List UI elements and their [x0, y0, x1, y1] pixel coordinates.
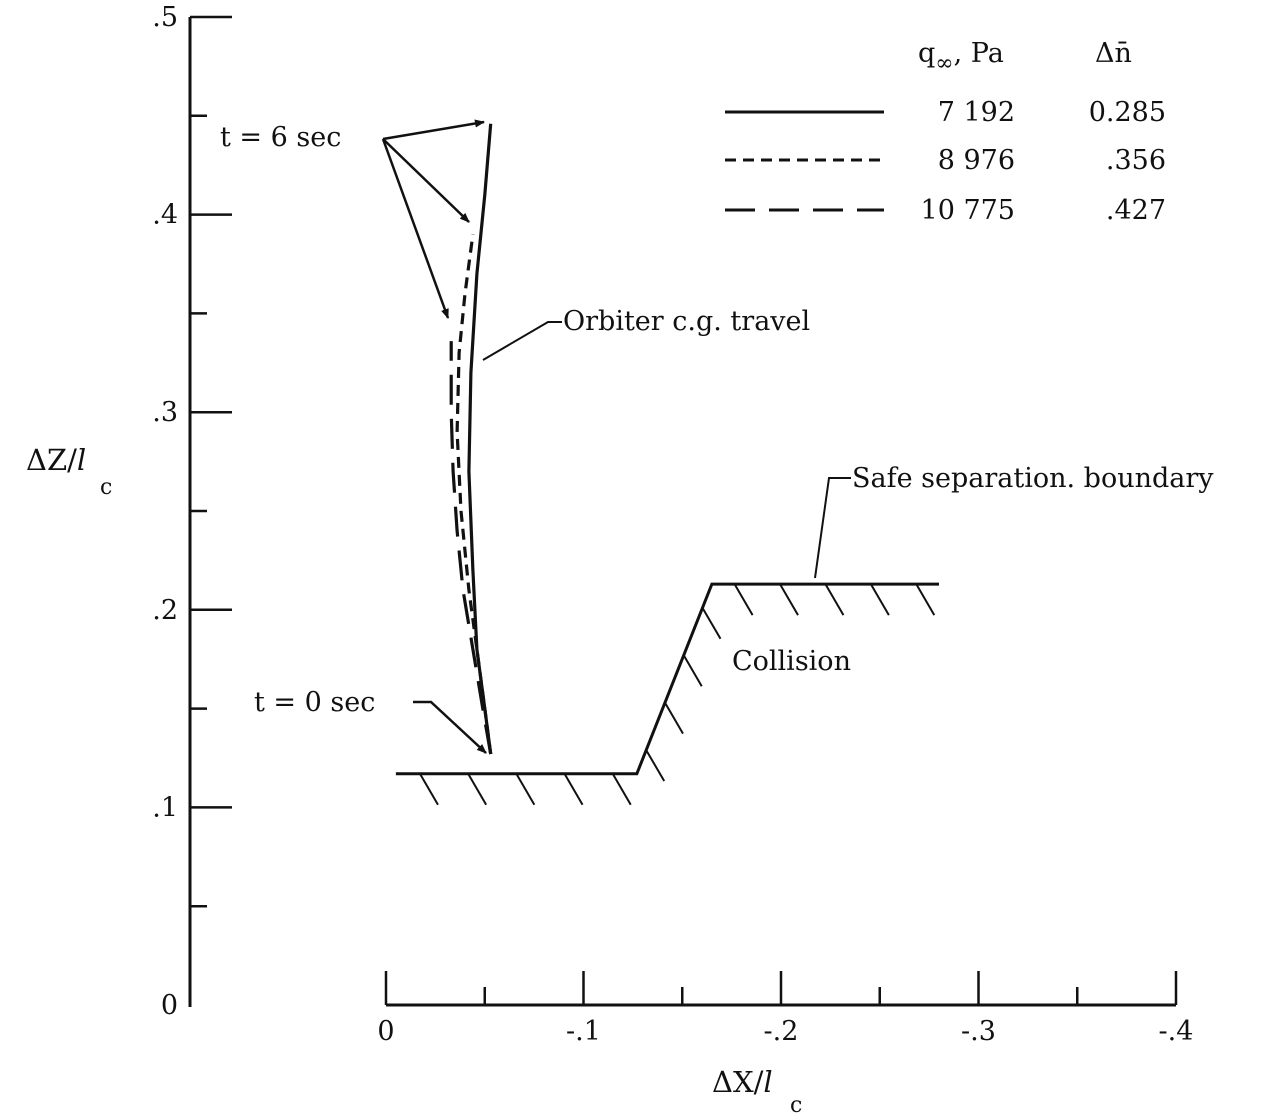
t0-label: t = 0 sec: [254, 687, 375, 718]
boundary-hatch: [467, 773, 488, 806]
x-axis-title: ΔX/l: [712, 1065, 773, 1099]
t6-arrow-solid: [382, 119, 485, 141]
safe-separation-boundary: [395, 582, 939, 806]
axes: 0 .1 .2 .3 .4 .5 0 -.1 -.2 -.3 -.4: [152, 2, 1193, 1047]
safe-boundary-label: Safe separation. boundary: [852, 463, 1214, 494]
series-solid-line: [467, 123, 493, 755]
legend-q-value: 8 976: [938, 145, 1015, 176]
boundary-hatch: [645, 749, 666, 782]
x-tick-label: -.4: [1159, 1016, 1194, 1047]
boundary-hatch: [824, 583, 845, 616]
legend-dn-value: 0.285: [1089, 97, 1166, 128]
legend-header-dn: Δn̄: [1095, 38, 1132, 69]
y-ticks: 0 .1 .2 .3 .4 .5: [152, 2, 232, 1021]
boundary-hatch: [563, 773, 584, 806]
legend-header-q: q∞, Pa: [918, 38, 1004, 76]
boundary-hatch: [701, 607, 722, 640]
boundary-hatch: [682, 654, 703, 687]
boundary-hatch: [664, 702, 684, 735]
y-axis-title: ΔZ/l: [26, 443, 86, 477]
legend: q∞, Pa Δn̄ 7 192 0.285 8 976 .356 10 775 .427: [725, 38, 1166, 226]
legend-q-value: 7 192: [938, 97, 1015, 128]
t6-label: t = 6 sec: [220, 122, 341, 153]
y-tick-label: .1: [152, 792, 178, 823]
x-tick-label: -.2: [764, 1016, 799, 1047]
y-tick-label: .3: [152, 397, 178, 428]
x-tick-label: 0: [377, 1016, 394, 1047]
annotations: t = 6 sec Orbiter c.g. travel t = 0 sec …: [220, 119, 1214, 754]
trajectory-series: [449, 123, 493, 755]
legend-dn-value: .427: [1106, 195, 1166, 226]
x-tick-label: -.1: [566, 1016, 601, 1047]
t6-arrow-long-dash: [381, 138, 450, 319]
series-short-dash-line: [455, 234, 493, 755]
y-tick-label: 0: [161, 990, 178, 1021]
boundary-hatch: [869, 583, 890, 616]
orbiter-label: Orbiter c.g. travel: [563, 306, 810, 337]
boundary-hatch: [733, 583, 754, 616]
boundary-hatch: [515, 773, 536, 806]
y-tick-label: .4: [152, 200, 178, 231]
t0-arrow: [413, 700, 487, 754]
legend-rows: 7 192 0.285 8 976 .356 10 775 .427: [725, 97, 1166, 226]
x-ticks: 0 -.1 -.2 -.3 -.4: [377, 971, 1193, 1047]
boundary-hatch: [419, 773, 439, 806]
y-tick-label: .5: [152, 2, 178, 33]
safe-boundary-leader: [814, 477, 851, 579]
boundary-hatch: [611, 773, 632, 806]
collision-label: Collision: [732, 646, 851, 677]
t6-arrow-short-dash: [382, 138, 470, 223]
x-tick-label: -.3: [961, 1016, 996, 1047]
y-tick-label: .2: [152, 595, 178, 626]
orbiter-leader: [482, 321, 562, 361]
legend-dn-value: .356: [1106, 145, 1166, 176]
legend-q-value: 10 775: [921, 195, 1015, 226]
boundary-hatch: [779, 583, 799, 616]
series-long-dash-line: [449, 341, 493, 755]
boundary-hatch: [915, 583, 936, 616]
y-axis-title-subscript: c: [100, 475, 112, 500]
x-axis-title-subscript: c: [790, 1093, 802, 1118]
